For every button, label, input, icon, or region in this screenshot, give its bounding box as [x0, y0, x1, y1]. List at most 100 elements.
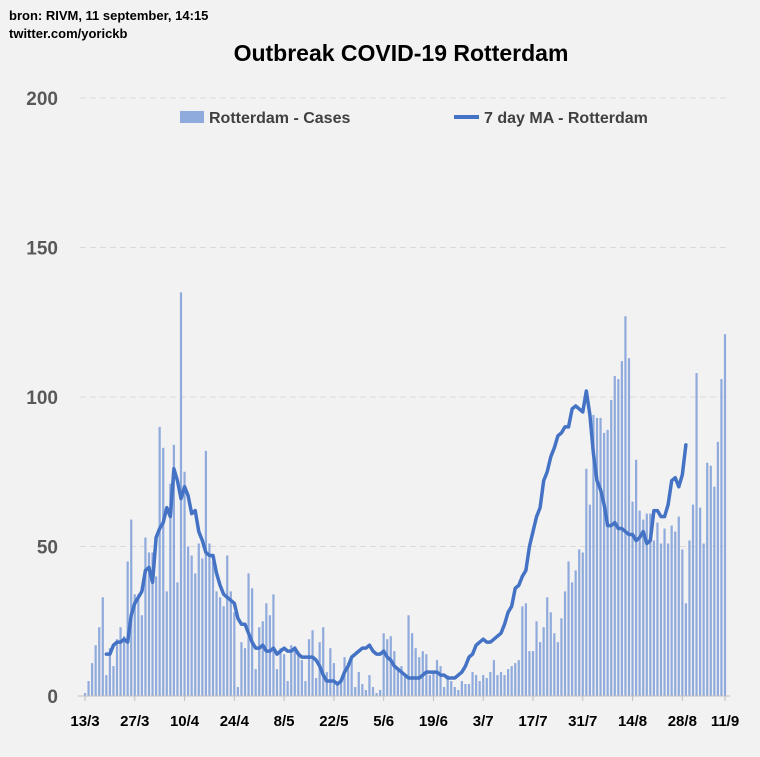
bar: [208, 543, 211, 696]
x-tick-label: 22/5: [319, 713, 348, 730]
bar: [407, 615, 410, 696]
bar: [610, 399, 613, 696]
bar: [681, 549, 684, 696]
x-tick-label: 8/5: [274, 713, 295, 730]
bar: [272, 594, 275, 696]
bar: [382, 633, 385, 696]
bar: [169, 483, 172, 696]
bar: [492, 660, 495, 696]
bar: [165, 591, 168, 696]
y-tick-label: 0: [47, 687, 58, 708]
x-tick-label: 24/4: [220, 713, 250, 730]
bar: [240, 642, 243, 696]
bar: [258, 627, 261, 696]
bar: [635, 459, 638, 696]
x-tick-label: 31/7: [568, 713, 597, 730]
x-tick-label: 17/7: [518, 713, 547, 730]
bar: [243, 648, 247, 696]
bar: [375, 693, 378, 696]
bar: [425, 654, 428, 696]
bar: [162, 447, 165, 696]
bar: [723, 334, 727, 696]
bar: [389, 636, 392, 696]
bar: [606, 429, 609, 696]
bar: [510, 666, 513, 696]
bar: [713, 486, 716, 696]
bar: [496, 675, 499, 696]
bar: [674, 531, 677, 696]
bar: [105, 675, 108, 696]
bar: [158, 426, 161, 696]
x-axis-ticks: 13/3 27/3 10/4 24/4 8/5 22/5 5/6 19/6 3/7 17/7 31/…: [70, 696, 739, 730]
x-tick-label: 28/8: [668, 713, 697, 730]
bar: [645, 513, 648, 696]
bar: [190, 555, 193, 696]
bar: [371, 687, 375, 696]
bar: [219, 597, 222, 696]
bar: [467, 684, 471, 696]
bar: [706, 462, 709, 696]
bar: [233, 612, 236, 696]
bar: [599, 417, 602, 696]
bar: [123, 636, 126, 696]
bar: [183, 471, 186, 696]
bar: [659, 543, 663, 696]
bar: [297, 651, 300, 696]
bar: [315, 678, 318, 696]
x-tick-label: 27/3: [120, 713, 149, 730]
bar: [350, 657, 353, 696]
bar: [581, 552, 584, 696]
y-tick-label: 100: [26, 388, 58, 409]
x-tick-label: 5/6: [373, 713, 394, 730]
bar: [325, 672, 328, 696]
bar: [311, 630, 314, 696]
bar: [443, 687, 446, 696]
bar: [279, 648, 282, 696]
bar: [307, 639, 311, 696]
bar: [539, 642, 542, 696]
x-tick-label: 19/6: [419, 713, 448, 730]
bar: [428, 675, 431, 696]
bar: [194, 573, 197, 696]
bar: [560, 618, 563, 696]
bar: [642, 519, 645, 696]
bar: [709, 465, 712, 696]
x-tick-label: 10/4: [170, 713, 200, 730]
bar: [140, 615, 143, 696]
bar: [670, 525, 673, 696]
bar: [400, 666, 403, 696]
x-tick-label: 14/8: [618, 713, 647, 730]
bar: [663, 528, 666, 696]
bar: [464, 684, 467, 696]
bar: [268, 615, 271, 696]
bar: [172, 444, 175, 696]
bar: [595, 417, 599, 696]
bar: [695, 373, 698, 696]
bar: [563, 591, 567, 696]
bar: [478, 681, 481, 696]
bar: [147, 552, 151, 696]
bar: [624, 316, 627, 696]
bar: [578, 549, 581, 696]
legend-label-ma: 7 day MA - Rotterdam: [484, 110, 648, 127]
y-axis-ticks: 0 50 100 150 200: [26, 89, 58, 708]
bar: [112, 666, 115, 696]
bar: [226, 555, 229, 696]
bar: [603, 432, 606, 696]
y-tick-label: 50: [37, 538, 58, 559]
bar: [531, 651, 535, 696]
bar: [126, 561, 129, 696]
bar: [453, 687, 456, 696]
bar: [215, 591, 218, 696]
bar: [535, 621, 538, 696]
bar: [414, 648, 417, 696]
bar: [631, 501, 634, 696]
bar: [115, 639, 119, 696]
source-note: bron: RIVM, 11 september, 14:15 twitter.…: [9, 7, 208, 43]
bar: [386, 639, 389, 696]
bar: [691, 504, 695, 696]
bar: [571, 582, 574, 696]
bar: [699, 507, 702, 696]
bar: [638, 510, 641, 696]
